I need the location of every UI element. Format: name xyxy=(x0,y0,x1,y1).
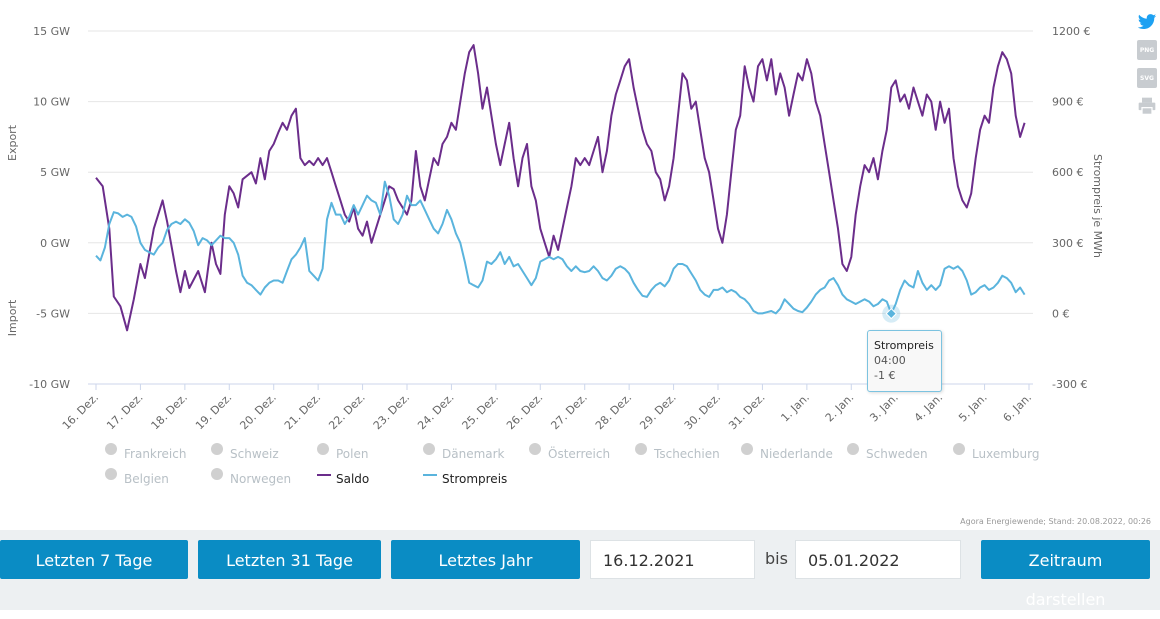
tooltip-marker xyxy=(885,307,897,320)
bis-label: bis xyxy=(765,549,788,568)
y-right-tick-label: 600 € xyxy=(1052,166,1084,179)
last-7-days-button[interactable]: Letzten 7 Tage xyxy=(0,540,188,579)
series-line-saldo[interactable] xyxy=(95,44,1026,332)
y-left-tick-label: 15 GW xyxy=(33,25,70,38)
y-left-tick-label: 10 GW xyxy=(33,96,70,109)
y-axis-title-export: Export xyxy=(6,124,19,161)
y-axis-title-right: Strompreis je MWh xyxy=(1091,154,1104,258)
x-tick-label: 28. Dez. xyxy=(593,391,634,430)
legend-dot-icon xyxy=(423,443,435,455)
legend-dot-icon xyxy=(529,443,541,455)
x-tick-label: 19. Dez. xyxy=(193,391,234,430)
x-tick-label: 29. Dez. xyxy=(637,391,678,430)
last-year-button[interactable]: Letztes Jahr xyxy=(391,540,580,579)
y-right-tick-label: 0 € xyxy=(1052,307,1070,320)
tooltip-time: 04:00 xyxy=(874,354,906,367)
x-tick-label: 17. Dez. xyxy=(104,391,145,430)
y-right-tick-label: 300 € xyxy=(1052,237,1084,250)
x-tick-label: 21. Dez. xyxy=(282,391,323,430)
y-left-tick-label: -5 GW xyxy=(36,307,70,320)
y-right-tick-label: 900 € xyxy=(1052,96,1084,109)
y-right-tick-label: -300 € xyxy=(1052,378,1087,391)
legend-dot-icon xyxy=(847,443,859,455)
legend-dot-icon xyxy=(211,468,223,480)
y-left-tick-label: 0 GW xyxy=(40,237,70,250)
legend-line-icon xyxy=(317,474,331,476)
legend-dot-icon xyxy=(741,443,753,455)
x-tick-label: 31. Dez. xyxy=(726,391,767,430)
x-tick-label: 3. Jan. xyxy=(867,391,901,425)
x-tick-label: 26. Dez. xyxy=(504,391,545,430)
x-tick-label: 22. Dez. xyxy=(326,391,367,430)
x-tick-label: 25. Dez. xyxy=(460,391,501,430)
date-range-controls: Letzten 7 Tage Letzten 31 Tage Letztes J… xyxy=(0,530,1160,610)
date-from-input[interactable]: 16.12.2021 xyxy=(590,540,755,579)
right-axis: 1200 € 900 € 600 € 300 € 0 € -300 € xyxy=(1052,25,1091,391)
show-period-button[interactable]: Zeitraum darstellen xyxy=(981,540,1150,609)
png-label: PNG xyxy=(1139,47,1155,54)
legend-dot-icon xyxy=(105,468,117,480)
last-31-days-button[interactable]: Letzten 31 Tage xyxy=(198,540,381,579)
series-line-strompreis[interactable] xyxy=(95,180,1026,315)
x-tick-label: 30. Dez. xyxy=(682,391,723,430)
x-tick-label: 5. Jan. xyxy=(956,391,990,425)
y-left-tick-label: -10 GW xyxy=(29,378,70,391)
x-tick-label: 27. Dez. xyxy=(548,391,589,430)
png-download-icon[interactable]: PNG xyxy=(1137,40,1157,60)
x-tick-label: 20. Dez. xyxy=(237,391,278,430)
x-tick-label: 24. Dez. xyxy=(415,391,456,430)
legend-dot-icon xyxy=(317,443,329,455)
date-to-input[interactable]: 05.01.2022 xyxy=(795,540,961,579)
x-tick-label: 2. Jan. xyxy=(823,391,857,425)
legend-dot-icon xyxy=(635,443,647,455)
tooltip-value: -1 € xyxy=(874,369,896,382)
legend-dot-icon xyxy=(211,443,223,455)
tooltip-marker-layer xyxy=(882,304,901,323)
svg-download-icon[interactable]: SVG xyxy=(1137,68,1157,88)
x-tick-label: 18. Dez. xyxy=(149,391,190,430)
y-left-tick-label: 5 GW xyxy=(40,166,70,179)
twitter-icon[interactable] xyxy=(1137,12,1157,32)
chart-area: 15 GW 10 GW 5 GW 0 GW -5 GW -10 GW 1200 € 900 … xyxy=(6,25,1104,430)
series-layer xyxy=(95,44,1026,332)
x-tick-label: 4. Jan. xyxy=(912,391,946,425)
chart-credit: Agora Energiewende; Stand: 20.08.2022, 0… xyxy=(960,517,1151,526)
x-tick-label: 23. Dez. xyxy=(371,391,412,430)
x-tick-label: 16. Dez. xyxy=(60,391,101,430)
left-axis: 15 GW 10 GW 5 GW 0 GW -5 GW -10 GW xyxy=(29,25,70,391)
legend-dot-icon xyxy=(105,443,117,455)
x-tick-label: 6. Jan. xyxy=(1001,391,1035,425)
legend-dot-icon xyxy=(953,443,965,455)
chart-tooltip: Strompreis 04:00 -1 € xyxy=(867,330,942,392)
y-axis-title-import: Import xyxy=(6,299,19,336)
print-icon[interactable] xyxy=(1137,96,1157,116)
y-right-tick-label: 1200 € xyxy=(1052,25,1091,38)
legend-line-icon xyxy=(423,474,437,476)
x-tick-label: 1. Jan. xyxy=(778,391,812,425)
svg-label: SVG xyxy=(1140,75,1154,82)
tooltip-series: Strompreis xyxy=(874,339,934,352)
